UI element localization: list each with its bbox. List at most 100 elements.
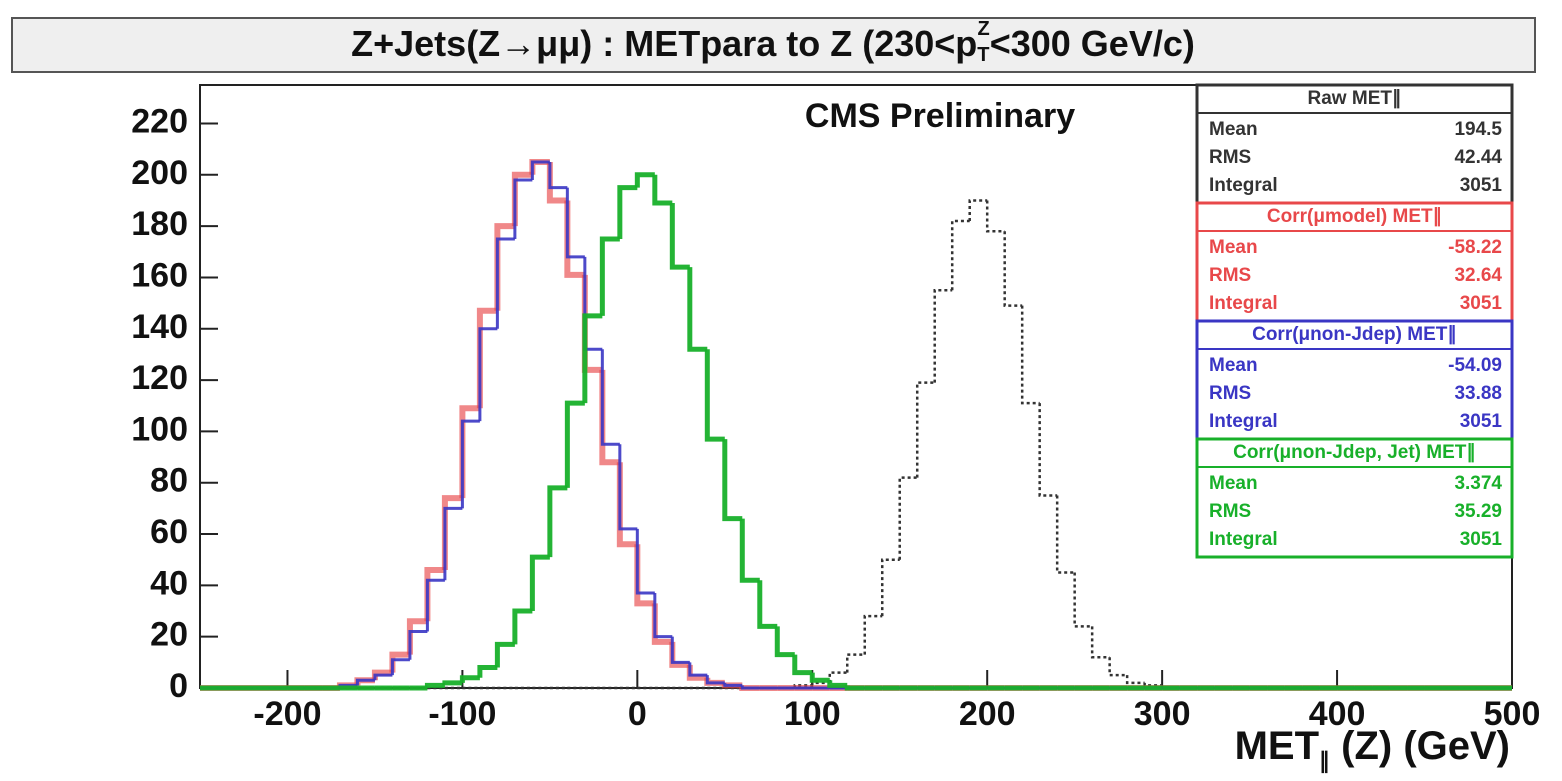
histogram-bin — [670, 636, 690, 664]
histogram-bin — [811, 681, 830, 686]
histogram-bin — [880, 558, 900, 617]
stat-value: 3051 — [1460, 175, 1503, 196]
x-tick-label: 100 — [784, 695, 841, 733]
stat-label: Mean — [1209, 473, 1258, 494]
stat-value: 194.5 — [1454, 119, 1502, 140]
stat-label: Mean — [1209, 119, 1258, 140]
stat-value: 42.44 — [1454, 147, 1502, 168]
stat-label: RMS — [1209, 147, 1251, 168]
stat-label: Integral — [1209, 529, 1278, 550]
stat-value: 35.29 — [1454, 501, 1502, 522]
histogram-bin — [512, 608, 533, 645]
stat-label: Mean — [1209, 237, 1258, 258]
stat-value: 33.88 — [1454, 383, 1502, 404]
stat-value: 3051 — [1460, 411, 1503, 432]
title-part: <300 GeV/c) — [990, 23, 1195, 64]
x-axis-label: MET∥ (Z) (GeV) — [1235, 724, 1510, 774]
stat-value: -54.09 — [1448, 355, 1502, 376]
histogram-bin — [1003, 231, 1023, 307]
x-label-part: (Z) (GeV) — [1330, 724, 1510, 768]
histogram-bin — [915, 381, 935, 478]
histogram-bin — [739, 518, 760, 583]
x-tick-label: 0 — [628, 695, 647, 733]
histogram-bin — [494, 641, 515, 668]
histogram-bin — [723, 682, 743, 687]
stats-box — [1195, 83, 1514, 205]
histogram-bin — [600, 349, 620, 446]
stats-box — [1195, 437, 1514, 559]
histogram-bin — [424, 682, 445, 688]
stat-value: -58.22 — [1448, 237, 1502, 258]
histogram-bin — [653, 593, 673, 639]
histogram-bin — [827, 680, 848, 688]
y-tick-label: 140 — [131, 308, 188, 346]
histogram-bin — [774, 626, 795, 658]
histogram-bin — [652, 174, 673, 206]
histogram-bin — [1125, 675, 1145, 685]
histogram-bin — [530, 160, 550, 180]
y-tick-label: 40 — [150, 564, 188, 602]
histogram-bin — [704, 349, 725, 442]
legend-entry: Corr(μnon-Jdep) MET∥ — [1252, 324, 1457, 345]
stat-value: 3051 — [1460, 293, 1503, 314]
x-label-part: MET — [1235, 724, 1319, 768]
title-part: Z+Jets(Z→μμ) : METpara to Z (230<p — [351, 23, 977, 64]
histogram-bin — [564, 400, 585, 488]
legend-entry: Corr(μmodel) MET∥ — [1267, 206, 1442, 227]
histogram-bin — [968, 199, 988, 221]
histogram-bin — [792, 654, 813, 676]
title-sub: T — [977, 44, 989, 66]
x-label-sub: ∥ — [1319, 748, 1330, 774]
histogram-bin — [443, 506, 463, 581]
histogram-bin — [1038, 403, 1058, 497]
histogram-bin — [373, 673, 393, 681]
y-tick-label: 80 — [150, 462, 188, 500]
histogram-bin — [669, 203, 690, 270]
legend-entry: Corr(μnon-Jdep, Jet) MET∥ — [1233, 442, 1476, 463]
histogram-bin — [705, 675, 725, 685]
histogram-bin — [863, 614, 883, 655]
histogram-bin — [634, 172, 655, 188]
histogram-bin — [547, 485, 568, 558]
histogram-bin — [355, 678, 375, 686]
y-tick-label: 0 — [169, 667, 188, 705]
y-tick-label: 200 — [131, 154, 188, 192]
histogram-bin — [477, 664, 498, 678]
stat-label: RMS — [1209, 265, 1251, 286]
chart-title: Z+Jets(Z→μμ) : METpara to Z (230<pTZ<300… — [351, 18, 1195, 66]
histogram-bin — [478, 327, 498, 422]
y-tick-label: 220 — [131, 102, 188, 140]
histogram-bin — [495, 237, 515, 329]
histogram-bin — [985, 200, 1005, 233]
histogram-bin — [1090, 626, 1110, 659]
x-tick-label: -100 — [428, 695, 496, 733]
x-tick-label: 500 — [1484, 695, 1541, 733]
stat-label: Integral — [1209, 175, 1278, 196]
histogram-bin — [390, 658, 410, 676]
histogram-bin — [617, 185, 638, 239]
stats-box — [1195, 319, 1514, 441]
y-tick-label: 160 — [131, 256, 188, 294]
histogram-bin — [844, 685, 865, 691]
histogram-bin — [548, 161, 568, 190]
stat-label: Integral — [1209, 293, 1278, 314]
x-tick-label: 300 — [1134, 695, 1191, 733]
x-tick-label: 400 — [1309, 695, 1366, 733]
stat-value: 3.374 — [1454, 473, 1502, 494]
histogram-bin — [757, 580, 778, 629]
histogram-bin — [582, 313, 603, 404]
histogram-bin — [740, 685, 760, 690]
stat-label: Mean — [1209, 355, 1258, 376]
title-box — [11, 17, 1536, 73]
histogram-bin — [722, 439, 743, 522]
y-tick-label: 120 — [131, 359, 188, 397]
histogram-bin — [408, 630, 428, 660]
y-tick-label: 180 — [131, 205, 188, 243]
x-tick-label: -200 — [253, 695, 321, 733]
histogram-bin — [1055, 495, 1075, 574]
histogram-bin — [809, 672, 830, 683]
annotation: CMS Preliminary — [805, 97, 1075, 135]
histogram-bin — [460, 419, 480, 509]
